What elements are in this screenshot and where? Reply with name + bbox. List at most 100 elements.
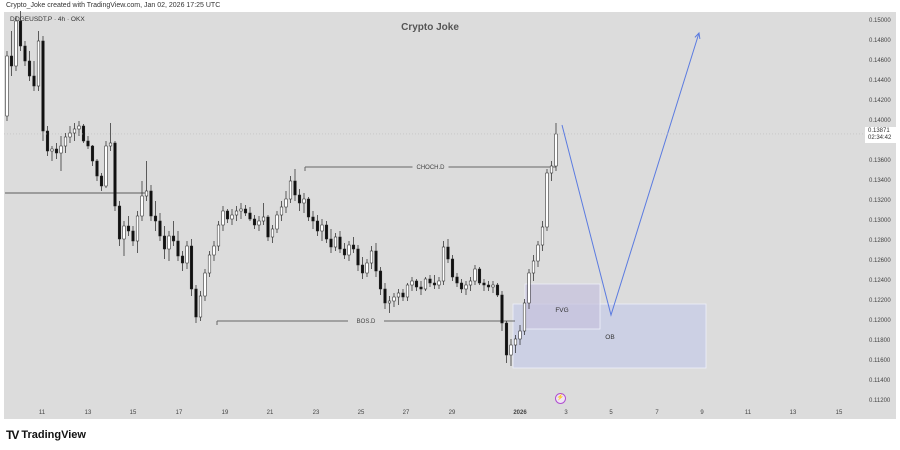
last-price: 0.13871: [868, 127, 890, 134]
candle-down: [414, 280, 419, 288]
candle-down: [324, 224, 329, 240]
candle-up: [468, 280, 473, 286]
time-tick-label: 13: [84, 410, 92, 416]
candle-up: [279, 206, 284, 216]
candle-up: [216, 224, 221, 247]
candle-up: [491, 284, 495, 288]
candle-down: [329, 238, 333, 248]
candle-down: [450, 258, 455, 278]
candle-down: [113, 142, 117, 207]
time-tick-label: 19: [221, 410, 229, 416]
candle-down: [495, 284, 500, 296]
candle-down: [459, 282, 464, 290]
time-tick-label: 7: [655, 410, 659, 416]
candle-down: [153, 215, 158, 222]
time-tick-label: 21: [266, 410, 274, 416]
candle-up: [441, 246, 446, 282]
time-tick-label: 23: [312, 410, 320, 416]
candle-down: [32, 75, 36, 87]
fvg-label: FVG: [555, 307, 568, 314]
candle-down: [293, 180, 297, 196]
candle-up: [167, 235, 171, 250]
candle-up: [122, 225, 126, 240]
candle-down: [306, 198, 311, 218]
candle-down: [158, 220, 162, 237]
candle-down: [446, 246, 450, 260]
price-tick-label: 0.11800: [869, 338, 891, 344]
candle-up: [207, 254, 212, 274]
candle-down: [297, 194, 302, 204]
candle-down: [117, 205, 122, 240]
candle-down: [95, 160, 99, 177]
candle-up: [333, 236, 338, 248]
price-tick-label: 0.12600: [869, 258, 891, 264]
candle-up: [365, 262, 369, 274]
candle-up: [302, 198, 306, 204]
candle-up: [369, 250, 374, 264]
candle-up: [405, 284, 410, 298]
candle-up: [410, 280, 414, 286]
candle-down: [360, 264, 365, 274]
candle-up: [392, 296, 396, 302]
candle-up: [5, 55, 9, 117]
candle-down: [401, 292, 405, 298]
time-tick-label: 5: [609, 410, 613, 416]
candle-down: [90, 145, 95, 162]
candle-down: [428, 278, 432, 284]
candle-up: [77, 125, 81, 130]
candle-up: [270, 228, 275, 238]
projection-path: [561, 32, 700, 317]
time-tick-label: 3: [564, 410, 568, 416]
time-tick-label: 15: [835, 410, 843, 416]
candle-up: [509, 344, 513, 356]
time-tick-label: 27: [402, 410, 410, 416]
candle-up: [320, 224, 324, 232]
candle-down: [432, 282, 437, 286]
candle-down: [41, 40, 45, 132]
candle-up: [144, 190, 149, 197]
price-tick-label: 0.13600: [869, 158, 891, 164]
candle-down: [315, 220, 320, 232]
price-axis[interactable]: [864, 12, 896, 419]
candle-down: [162, 235, 167, 250]
price-tick-label: 0.14000: [869, 118, 891, 124]
candle-down: [356, 248, 360, 266]
candle-down: [383, 288, 387, 304]
candle-up: [261, 216, 266, 222]
candle-down: [252, 218, 257, 226]
candle-up: [14, 20, 18, 67]
candle-up: [513, 338, 518, 346]
candle-down: [86, 140, 90, 147]
candle-up: [59, 145, 63, 154]
price-tick-label: 0.12200: [869, 298, 891, 304]
candle-up: [203, 272, 207, 297]
price-tick-label: 0.11400: [869, 378, 891, 384]
candle-down: [126, 225, 131, 232]
ob-label: OB: [605, 334, 614, 341]
candle-up: [387, 300, 392, 304]
economic-event-icon[interactable]: ⚡: [555, 393, 566, 404]
candle-up: [522, 302, 527, 332]
symbol-label: DOGEUSDT.P · 4h · OKX: [10, 16, 85, 23]
candle-down: [477, 268, 482, 284]
candle-up: [540, 226, 545, 246]
price-tick-label: 0.12000: [869, 318, 891, 324]
candle-up: [464, 284, 468, 290]
candle-up: [527, 272, 531, 304]
candle-up: [221, 210, 225, 226]
candle-down: [18, 20, 23, 47]
time-tick-label: 2026: [513, 410, 527, 416]
candle-down: [171, 235, 176, 242]
candle-up: [36, 40, 41, 87]
time-tick-label: 15: [129, 410, 137, 416]
chart-pane[interactable]: [4, 12, 864, 419]
time-tick-label: 11: [744, 410, 752, 416]
candle-up: [185, 245, 189, 264]
tradingview-logo[interactable]: TV TradingView: [6, 428, 86, 442]
time-tick-label: 25: [357, 410, 365, 416]
candle-up: [135, 215, 140, 242]
candle-down: [243, 208, 248, 214]
choch-d-label: CHOCH.D: [417, 165, 446, 171]
candle-down: [342, 248, 347, 256]
